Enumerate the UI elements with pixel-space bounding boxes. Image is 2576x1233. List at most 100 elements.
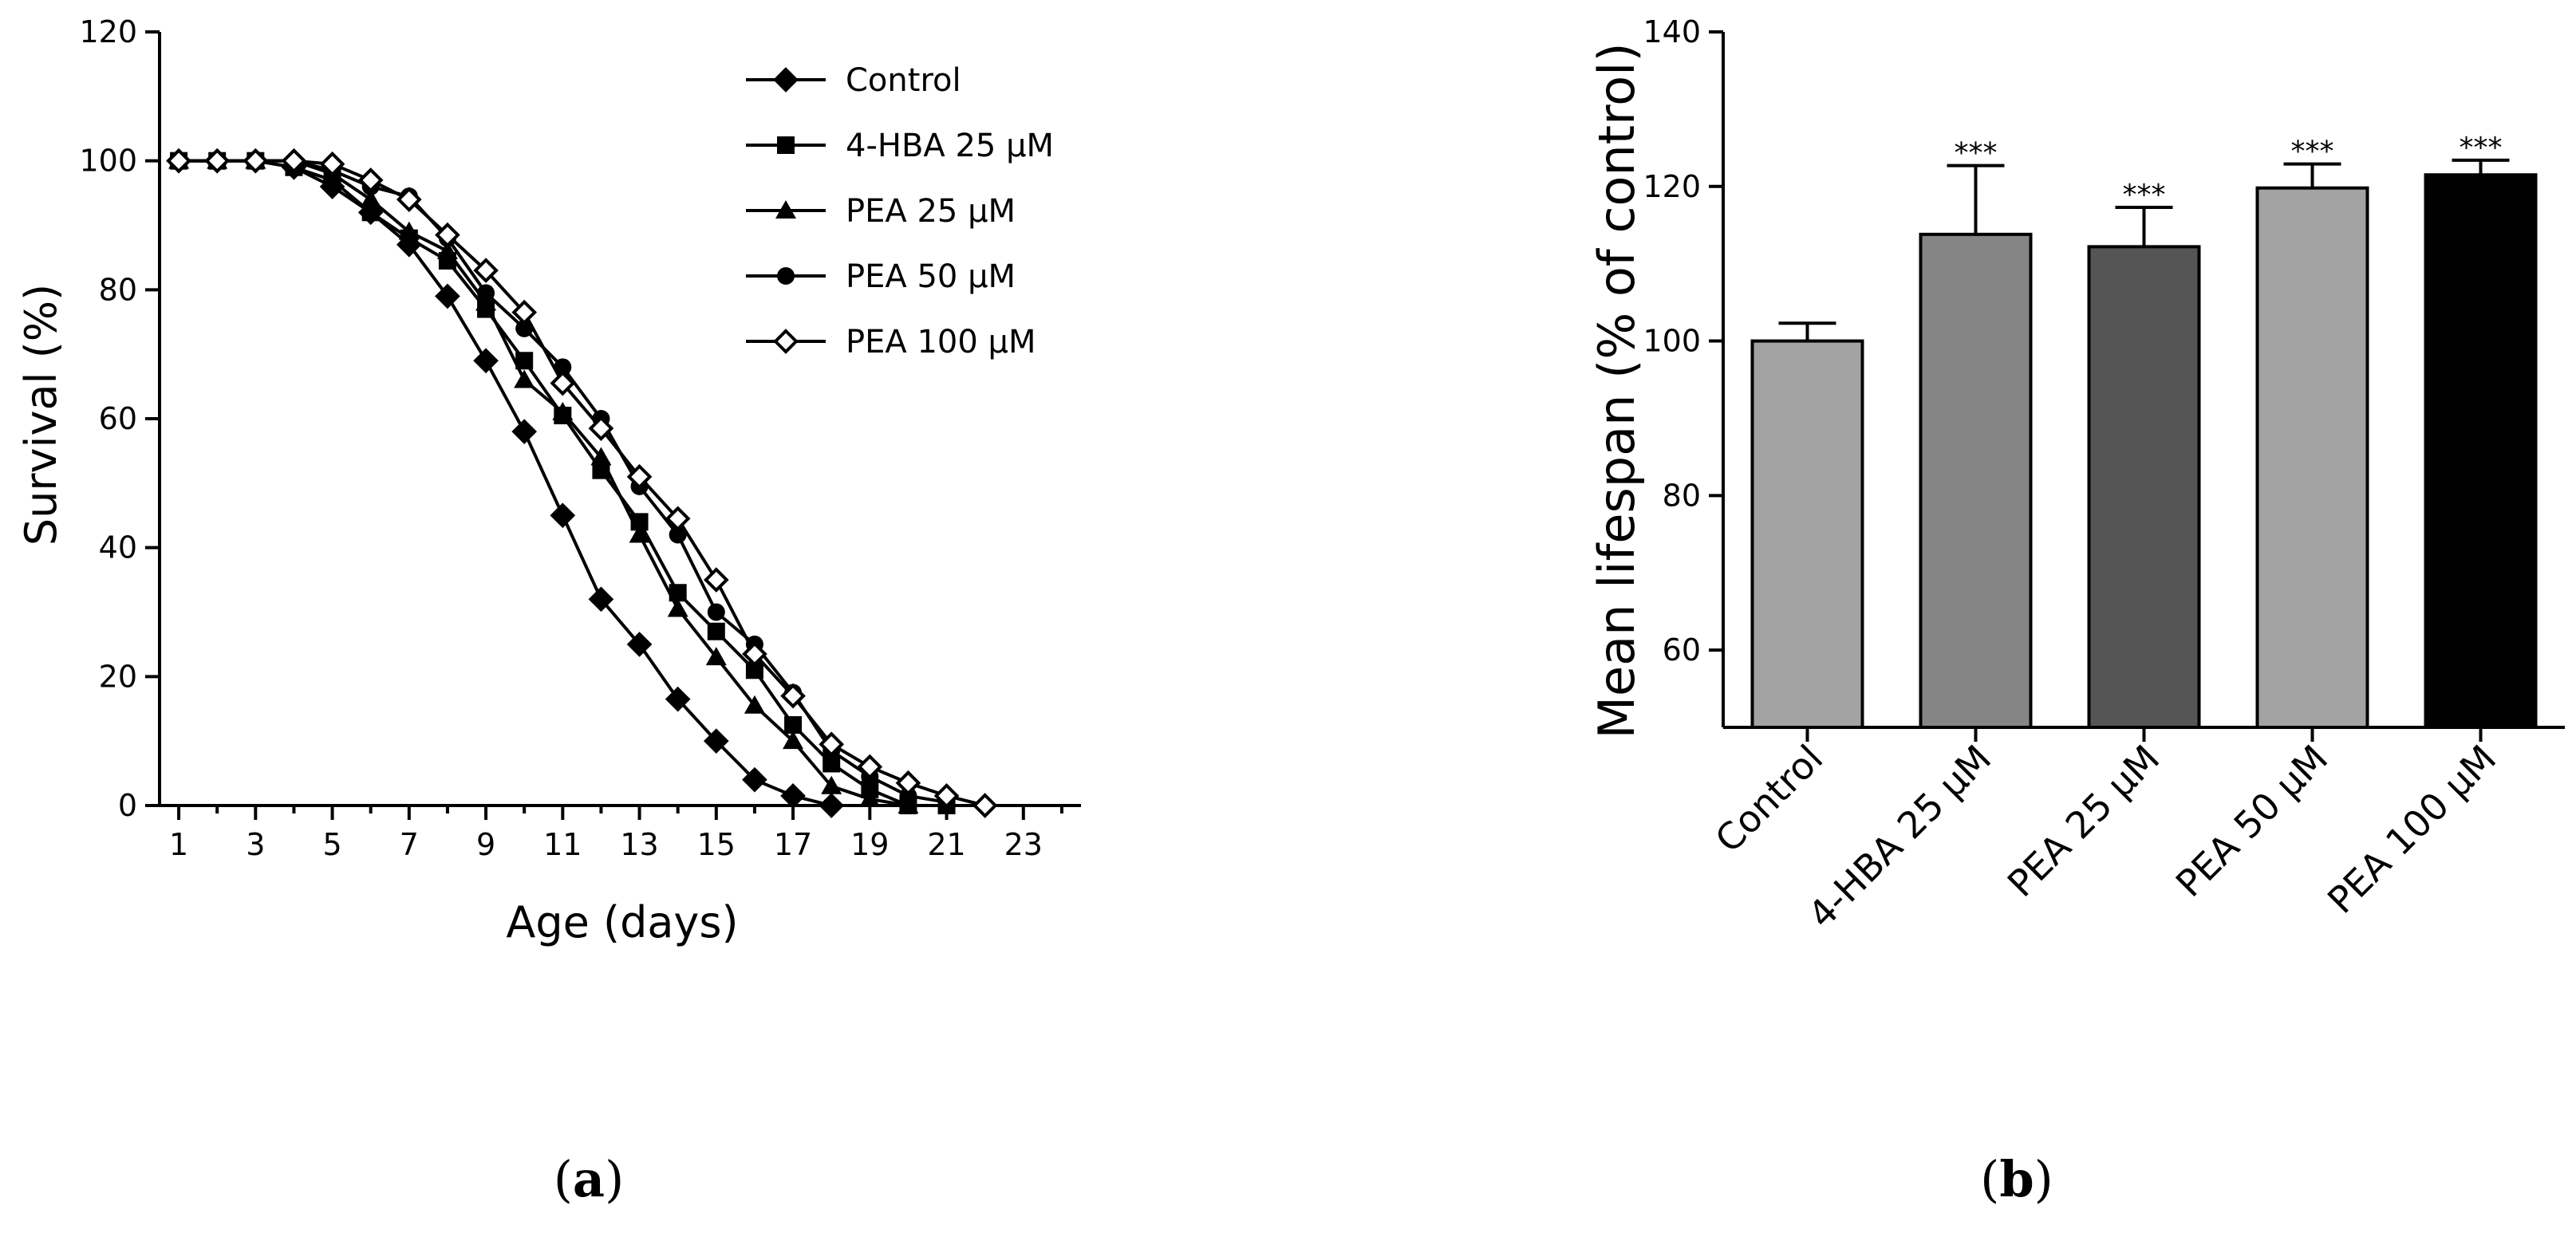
- data-point-control: [435, 283, 460, 309]
- series-line-4-hba-25-m: [179, 159, 947, 807]
- data-point-pea-25-m: [821, 775, 842, 794]
- panel-b-y-tick-label: 60: [1663, 632, 1701, 668]
- panel-a-x-tick-label: 5: [322, 827, 341, 862]
- panel-a-x-tick-label: 23: [1004, 827, 1043, 862]
- category-label-pea-25-m: PEA 25 µM: [1999, 737, 2168, 905]
- data-point-pea-100-m: [588, 416, 614, 441]
- category-label-pea-50-m: PEA 50 µM: [2168, 737, 2336, 905]
- legend-label: PEA 100 µM: [846, 324, 1036, 360]
- data-point-pea-25-m: [629, 524, 650, 543]
- panel-a-y-tick-label: 20: [99, 659, 137, 694]
- legend-item-4-hba-25-m: 4-HBA 25 µM: [746, 128, 1054, 164]
- data-point-pea-50-m: [554, 358, 572, 376]
- legend-label: 4-HBA 25 µM: [846, 128, 1054, 164]
- data-point-pea-100-m: [204, 148, 231, 174]
- series-control: [166, 148, 845, 818]
- data-point-pea-100-m: [473, 258, 499, 283]
- significance-label-pea-100-m: ***: [2460, 132, 2503, 164]
- significance-label-pea-25-m: ***: [2123, 179, 2166, 211]
- panel-a-y-axis-label: Survival (%): [16, 284, 66, 546]
- series-line-pea-100-m: [179, 159, 986, 807]
- bar-pea-50-m: [2255, 186, 2369, 729]
- panel-a-x-tick-label: 19: [850, 827, 889, 862]
- data-point-4-hba-25-m: [784, 715, 803, 734]
- legend-label: PEA 50 µM: [846, 258, 1016, 295]
- panel-a-y-tick-label: 0: [118, 788, 137, 823]
- data-point-pea-100-m: [819, 731, 845, 758]
- data-point-pea-100-m: [665, 506, 691, 532]
- panel-b-bars-group: Control***4-HBA 25 µM***PEA 25 µM***PEA …: [1707, 132, 2538, 936]
- bar-control: [1750, 339, 1864, 729]
- significance-label-4-hba-25-m: ***: [1955, 137, 1998, 170]
- data-point-pea-25-m: [705, 647, 727, 666]
- data-point-pea-50-m: [477, 284, 495, 302]
- data-point-control: [473, 348, 499, 374]
- panel-b-y-tick-label: 80: [1663, 478, 1701, 513]
- data-point-4-hba-25-m: [823, 754, 841, 773]
- panel-b-y-tick-label: 100: [1643, 324, 1701, 359]
- data-point-pea-50-m: [899, 786, 917, 805]
- series-pea-50-m: [170, 152, 956, 811]
- legend-marker: [773, 329, 799, 354]
- data-point-control: [550, 502, 576, 529]
- panel-a-y-tick-label: 60: [99, 401, 137, 436]
- category-label-control: Control: [1707, 737, 1832, 861]
- data-point-pea-50-m: [669, 526, 687, 544]
- data-point-pea-25-m: [783, 731, 804, 750]
- panel-a-x-axis-label: Age (days): [506, 897, 738, 947]
- bar-pea-25-m: [2087, 245, 2201, 729]
- legend-label: Control: [846, 62, 961, 99]
- data-point-4-hba-25-m: [745, 661, 763, 680]
- data-point-control: [819, 793, 845, 818]
- data-point-pea-25-m: [590, 447, 612, 466]
- series-line-control: [179, 159, 832, 807]
- legend-marker: [773, 67, 799, 93]
- panel-a-series-group: [166, 148, 998, 818]
- panel-a-x-tick-label: 1: [169, 827, 188, 862]
- data-point-pea-50-m: [707, 603, 725, 621]
- data-point-4-hba-25-m: [515, 352, 534, 370]
- legend-item-pea-50-m: PEA 50 µM: [746, 258, 1016, 295]
- data-point-control: [665, 686, 691, 712]
- panel-a-label-close: ): [605, 1150, 624, 1208]
- data-point-pea-100-m: [703, 567, 729, 593]
- series-4-hba-25-m: [170, 152, 956, 814]
- data-point-control: [742, 766, 767, 793]
- panel-a-x-tick-label: 13: [620, 827, 658, 862]
- panel-a-label-open: (: [554, 1150, 573, 1208]
- panel-a-x-tick-label: 17: [774, 827, 812, 862]
- panel-b-y-tick-label: 140: [1643, 14, 1701, 49]
- data-point-pea-25-m: [360, 189, 381, 208]
- bar-pea-100-m: [2424, 173, 2538, 729]
- panel-a-x-tick-label: 7: [400, 827, 419, 862]
- data-point-pea-100-m: [166, 148, 191, 174]
- panel-b-label-close: ): [2034, 1150, 2053, 1208]
- data-point-pea-100-m: [511, 299, 538, 325]
- data-point-control: [626, 632, 653, 657]
- data-point-pea-100-m: [435, 222, 460, 248]
- data-point-pea-100-m: [396, 187, 422, 212]
- data-point-pea-25-m: [398, 221, 420, 240]
- data-point-pea-50-m: [515, 319, 534, 337]
- legend-item-pea-25-m: PEA 25 µM: [746, 193, 1016, 230]
- data-point-pea-25-m: [667, 598, 688, 617]
- data-point-pea-25-m: [552, 401, 574, 420]
- data-point-pea-100-m: [281, 148, 307, 174]
- panel-a-y-tick-label: 80: [99, 272, 137, 307]
- legend-marker: [777, 136, 795, 154]
- data-point-pea-25-m: [859, 788, 881, 807]
- data-point-pea-100-m: [780, 683, 806, 709]
- panel-a-y-tick-label: 100: [79, 144, 137, 179]
- panel-b-y-axis-label: Mean lifespan (% of control): [1588, 42, 1646, 739]
- panel-a-label-letter: a: [573, 1150, 605, 1208]
- legend-label: PEA 25 µM: [846, 193, 1016, 230]
- data-point-pea-100-m: [742, 641, 767, 667]
- series-line-pea-50-m: [179, 159, 947, 804]
- legend-marker: [775, 200, 796, 219]
- data-point-pea-100-m: [857, 754, 883, 780]
- panel-b-label-open: (: [1980, 1150, 1999, 1208]
- bar-group-control: Control: [1707, 321, 1864, 861]
- data-point-pea-25-m: [744, 695, 765, 714]
